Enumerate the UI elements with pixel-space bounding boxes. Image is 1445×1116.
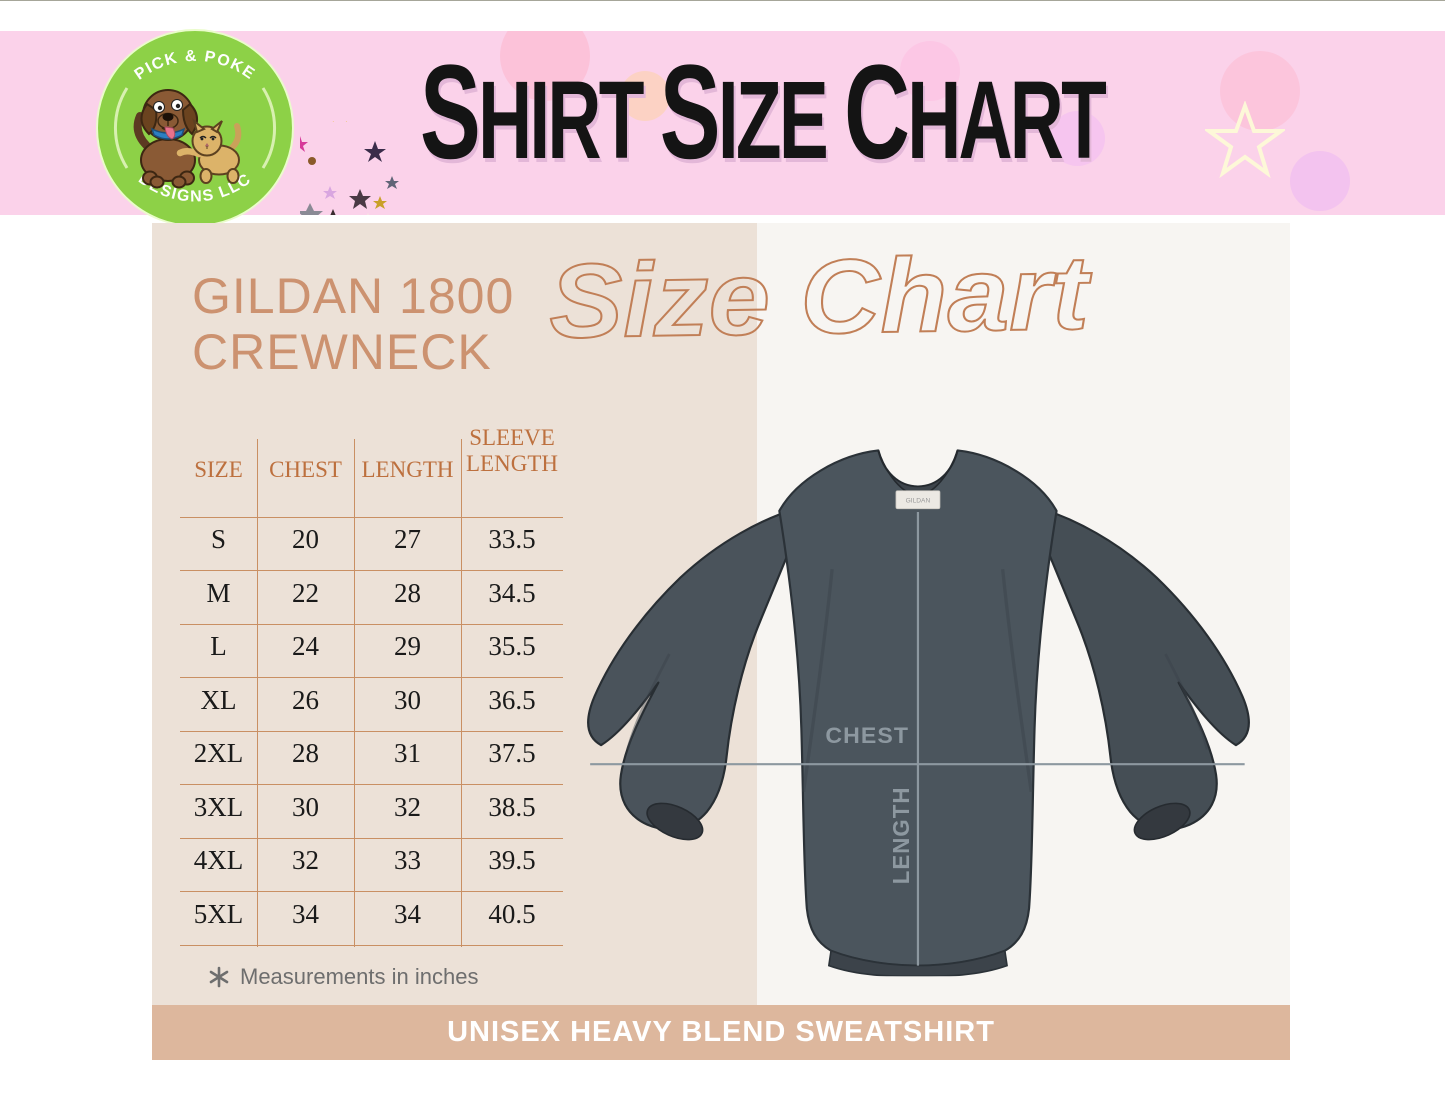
svg-text:LENGTH: LENGTH (888, 786, 914, 884)
svg-text:GILDAN: GILDAN (906, 497, 931, 504)
svg-text:CHEST: CHEST (825, 722, 909, 748)
